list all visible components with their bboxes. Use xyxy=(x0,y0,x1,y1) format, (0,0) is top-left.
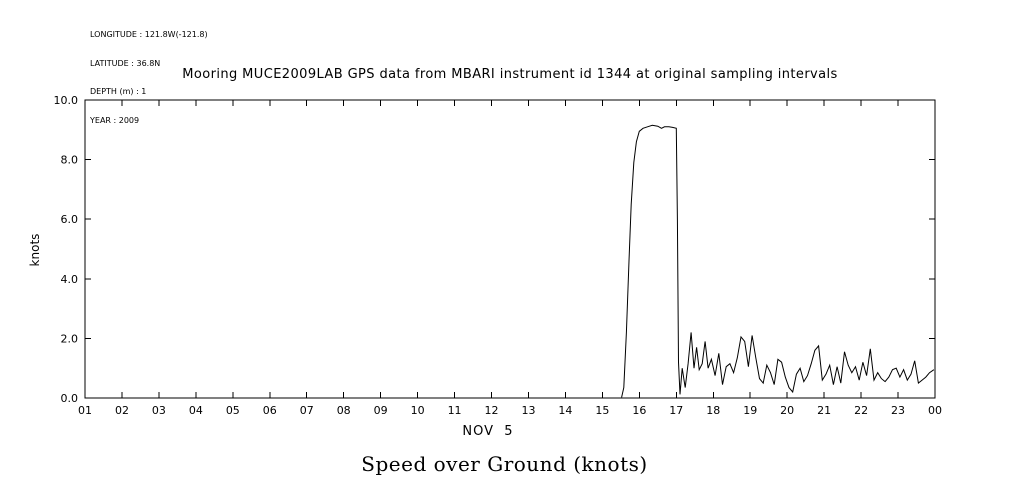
plot-frame xyxy=(84,99,936,399)
x-tick-label: 10 xyxy=(411,404,425,417)
x-tick-label: 12 xyxy=(485,404,499,417)
y-tick-label: 10.0 xyxy=(54,94,79,107)
metadata-block: LONGITUDE : 121.8W(-121.8) LATITUDE : 36… xyxy=(90,11,208,144)
x-tick-label: 20 xyxy=(780,404,794,417)
x-tick-label: 23 xyxy=(891,404,905,417)
data-line xyxy=(621,124,935,398)
x-tick-label: 09 xyxy=(374,404,388,417)
x-tick-label: 03 xyxy=(152,404,166,417)
metadata-longitude: LONGITUDE : 121.8W(-121.8) xyxy=(90,30,208,39)
x-tick-label: 04 xyxy=(189,404,203,417)
x-tick-label: 16 xyxy=(632,404,646,417)
x-tick-label: 14 xyxy=(558,404,572,417)
x-tick-label: 18 xyxy=(706,404,720,417)
x-tick-label: 01 xyxy=(78,404,92,417)
x-tick-label: 19 xyxy=(743,404,757,417)
x-tick-label: 06 xyxy=(263,404,277,417)
x-tick-label: 05 xyxy=(226,404,240,417)
x-axis-date-label: NOV 5 xyxy=(462,424,514,439)
x-tick-label: 22 xyxy=(854,404,868,417)
x-tick-label: 15 xyxy=(595,404,609,417)
x-tick-label: 07 xyxy=(300,404,314,417)
x-tick-label: 21 xyxy=(817,404,831,417)
chart-title: Mooring MUCE2009LAB GPS data from MBARI … xyxy=(182,67,838,82)
x-tick-label: 13 xyxy=(521,404,535,417)
y-tick-label: 2.0 xyxy=(61,332,79,345)
x-tick-label: 11 xyxy=(448,404,462,417)
x-tick-label: 00 xyxy=(928,404,942,417)
metadata-year: YEAR : 2009 xyxy=(90,115,140,125)
x-tick-label: 02 xyxy=(115,404,129,417)
x-tick-label: 08 xyxy=(337,404,351,417)
metadata-latitude: LATITUDE : 36.8N xyxy=(90,58,161,68)
y-tick-label: 4.0 xyxy=(61,273,79,286)
y-tick-label: 0.0 xyxy=(61,392,79,405)
metadata-depth: DEPTH (m) : 1 xyxy=(90,87,147,96)
figure-caption: Speed over Ground (knots) xyxy=(361,452,648,476)
y-tick-label: 8.0 xyxy=(61,154,79,167)
x-tick-label: 17 xyxy=(669,404,683,417)
y-tick-label: 6.0 xyxy=(61,213,79,226)
